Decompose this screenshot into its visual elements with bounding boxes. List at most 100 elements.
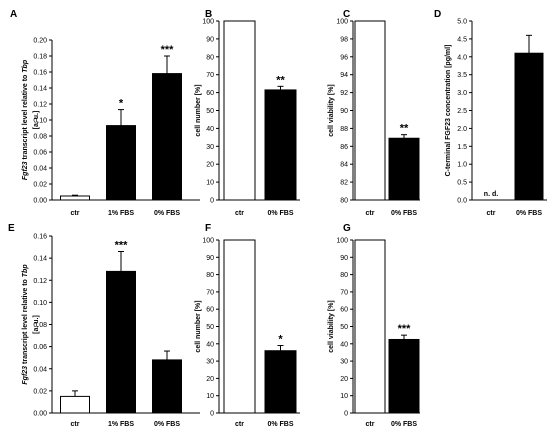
category-label-f: ctr — [235, 421, 244, 428]
bar-f — [223, 239, 256, 414]
y-tick-label-e: 0.10 — [33, 300, 47, 307]
y-tick-label-f: 100 — [202, 238, 214, 245]
y-tick-label-d: 0.0 — [457, 198, 467, 205]
y-tick-label-b: 30 — [206, 144, 214, 151]
y-tick-label-f: 0 — [210, 411, 214, 418]
y-axis-label-part: Fgf23 — [22, 366, 29, 385]
category-label-e: 1% FBS — [108, 421, 134, 428]
category-label-d: 0% FBS — [516, 210, 542, 217]
bar-a — [152, 73, 182, 201]
category-label-b: 0% FBS — [267, 210, 293, 217]
y-tick-label-g: 90 — [340, 255, 348, 262]
y-tick-label-g: 50 — [340, 324, 348, 331]
panel-g: G 0 10 20 30 40 50 60 70 80 90 100 cell viability [%… — [328, 223, 420, 428]
y-tick-label-a: 0.04 — [33, 166, 47, 173]
category-label-a: 1% FBS — [108, 210, 134, 217]
y-tick-label-c: 82 — [340, 180, 348, 187]
y-tick-label-c: 84 — [340, 162, 348, 169]
bar-a — [106, 125, 136, 201]
y-tick-label-d: 2.0 — [457, 126, 467, 133]
y-tick-label-b: 80 — [206, 54, 214, 61]
y-tick-label-d: 3.0 — [457, 90, 467, 97]
panel-letter-g: G — [343, 223, 351, 234]
category-label-c: ctr — [366, 210, 375, 217]
y-axis-label-part: transcript level relative to — [22, 277, 29, 366]
y-tick-label-g: 20 — [340, 376, 348, 383]
y-axis-label-b: cell number [%] — [195, 84, 202, 136]
bar-c — [354, 20, 386, 201]
y-tick-label-c: 92 — [340, 90, 348, 97]
y-tick-label-f: 80 — [206, 272, 214, 279]
y-tick-label-b: 90 — [206, 36, 214, 43]
y-tick-label-d: 0.5 — [457, 180, 467, 187]
y-tick-label-f: 20 — [206, 376, 214, 383]
y-tick-label-c: 94 — [340, 72, 348, 79]
panel-e: E 0.00 0.02 0.04 0.06 0.08 0.10 0.12 0.14 0.16 Fgf… — [8, 223, 200, 428]
y-axis-label-part: cell number [%] — [195, 300, 202, 352]
y-tick-label-e: 0.08 — [33, 322, 47, 329]
y-axis-label-unit-e: [a. u.] — [33, 315, 40, 334]
y-tick-label-d: 5.0 — [457, 19, 467, 26]
y-tick-label-c: 80 — [340, 198, 348, 205]
category-label-b: ctr — [235, 210, 244, 217]
y-tick-label-c: 86 — [340, 144, 348, 151]
y-tick-label-f: 30 — [206, 359, 214, 366]
y-axis-label-part: cell viability [%] — [328, 84, 335, 137]
y-tick-label-b: 10 — [206, 180, 214, 187]
bar-c — [388, 137, 420, 201]
bar-g — [388, 338, 420, 414]
panel-b: B 0 10 20 30 40 50 60 70 80 90 100 cell number [%] ct… — [195, 9, 300, 217]
y-tick-label-a: 0.20 — [33, 38, 47, 45]
panel-c: C 80 82 84 86 88 90 92 94 96 98 100 cell viability [… — [328, 9, 420, 217]
y-axis-label-part: Tbp — [22, 264, 29, 278]
y-axis-label-part: cell number [%] — [195, 84, 202, 136]
y-tick-label-g: 80 — [340, 272, 348, 279]
y-tick-label-d: 3.5 — [457, 72, 467, 79]
y-tick-label-g: 100 — [336, 238, 348, 245]
y-tick-label-b: 100 — [202, 19, 214, 26]
category-label-e: 0% FBS — [154, 421, 180, 428]
y-tick-label-a: 0.16 — [33, 70, 47, 77]
y-tick-label-c: 100 — [336, 19, 348, 26]
panel-f: F 0 10 20 30 40 50 60 70 80 90 100 cell number [%] ct… — [195, 223, 300, 428]
y-tick-label-b: 40 — [206, 126, 214, 133]
y-tick-label-e: 0.06 — [33, 344, 47, 351]
y-axis-label-a: Fgf23 transcript level relative to Tbp — [22, 59, 29, 180]
y-axis-label-part: Tbp — [22, 59, 29, 73]
y-axis-label-part: C-terminal FGF23 concentration [pg/ml] — [445, 45, 452, 177]
y-tick-label-g: 60 — [340, 307, 348, 314]
category-label-g: ctr — [366, 421, 375, 428]
category-label-f: 0% FBS — [267, 421, 293, 428]
panel-letter-e: E — [8, 223, 15, 234]
y-tick-label-e: 0.16 — [33, 234, 47, 241]
bar-e — [60, 395, 90, 414]
y-tick-label-d: 2.5 — [457, 108, 467, 115]
panel-letter-c: C — [343, 9, 350, 20]
y-tick-label-b: 50 — [206, 108, 214, 115]
bar-a — [60, 195, 90, 201]
y-axis-label-f: cell number [%] — [195, 300, 202, 352]
y-tick-label-a: 0.12 — [33, 102, 47, 109]
y-axis-label-part: cell viability [%] — [328, 300, 335, 353]
panel-letter-b: B — [205, 9, 212, 20]
y-axis-label-d: C-terminal FGF23 concentration [pg/ml] — [445, 45, 452, 177]
y-tick-label-b: 70 — [206, 72, 214, 79]
bar-e — [152, 359, 182, 414]
y-axis-label-unit-a: [a. u.] — [33, 111, 40, 130]
bar-f — [264, 350, 297, 414]
y-tick-label-b: 0 — [210, 198, 214, 205]
y-tick-label-c: 90 — [340, 108, 348, 115]
panel-letter-a: A — [10, 9, 17, 20]
y-tick-label-g: 40 — [340, 341, 348, 348]
significance-marker-c: ** — [400, 123, 409, 135]
significance-marker-a: * — [119, 98, 124, 110]
y-tick-label-g: 70 — [340, 289, 348, 296]
panel-letter-d: D — [434, 9, 441, 20]
y-tick-label-d: 4.0 — [457, 54, 467, 61]
y-axis-label-g: cell viability [%] — [328, 300, 335, 353]
y-tick-label-e: 0.00 — [33, 411, 47, 418]
significance-marker-a: *** — [161, 44, 175, 56]
y-tick-label-a: 0.18 — [33, 54, 47, 61]
y-tick-label-a: 0.00 — [33, 198, 47, 205]
